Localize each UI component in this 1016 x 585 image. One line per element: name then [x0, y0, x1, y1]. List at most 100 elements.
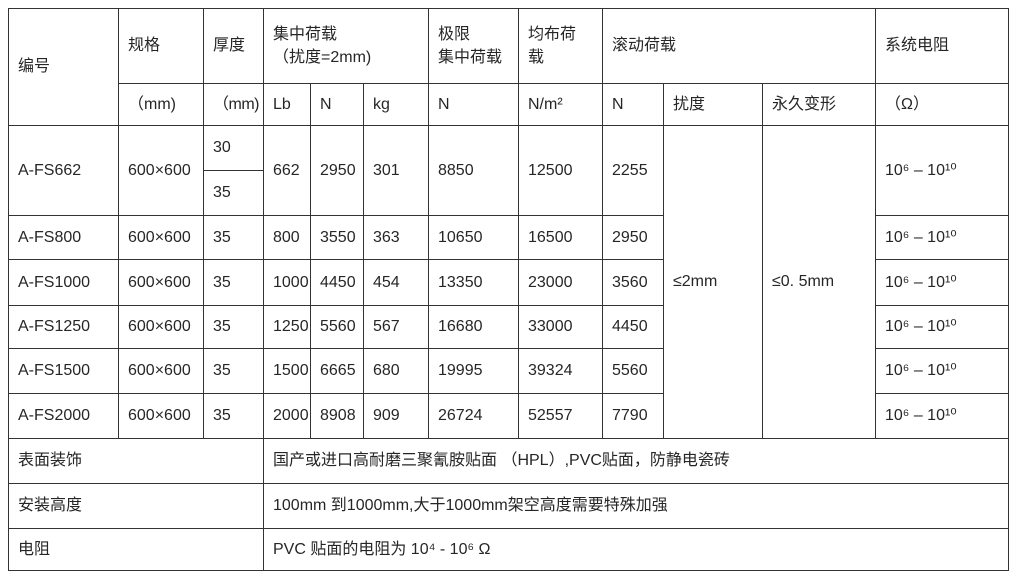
- cell-spec: 600×600: [118, 215, 204, 260]
- table-row-a-fs1500: A-FS1500 600×600 35 1500 6665 680 19995 …: [8, 348, 1009, 394]
- footer-value: PVC 贴面的电阻为 10⁴ - 10⁶ Ω: [263, 528, 1009, 571]
- cell-spec: 600×600: [118, 393, 204, 439]
- col-header-thickness: 厚度: [203, 8, 264, 84]
- cell-resistance: 10⁶ – 10¹⁰: [875, 259, 1009, 306]
- cell-resistance: 10⁶ – 10¹⁰: [875, 305, 1009, 349]
- table-row-a-fs1000: A-FS1000 600×600 35 1000 4450 454 13350 …: [8, 259, 1009, 306]
- cell-deflection-value: ≤2mm: [663, 125, 763, 439]
- cell-resistance: 10⁶ – 10¹⁰: [875, 125, 1009, 216]
- cell-ultimate: 8850: [428, 125, 519, 216]
- floor-spec-table: 编号 规格 厚度 集中荷载 （扰度=2mm) 极限 集中荷载 均布荷 载 滚动荷…: [8, 8, 1009, 571]
- footer-row-surface: 表面装饰 国产或进口高耐磨三聚氰胺贴面 （HPL）,PVC贴面，防静电瓷砖: [8, 438, 1009, 484]
- cell-lb: 1250: [263, 305, 311, 349]
- cell-id: A-FS1000: [8, 259, 119, 306]
- cell-ultimate: 13350: [428, 259, 519, 306]
- cell-id: A-FS800: [8, 215, 119, 260]
- cell-spec: 600×600: [118, 259, 204, 306]
- unit-n: N: [310, 83, 364, 126]
- cell-resistance: 10⁶ – 10¹⁰: [875, 215, 1009, 260]
- cell-thickness: 35: [203, 259, 264, 306]
- concentrated-load-line2: （扰度=2mm): [273, 49, 372, 66]
- ultimate-load-line2: 集中荷载: [438, 49, 503, 66]
- cell-kg: 301: [363, 125, 429, 216]
- col-header-rolling-load: 滚动荷载: [602, 8, 876, 84]
- uniform-load-line2: 载: [528, 49, 545, 66]
- cell-uniform: 23000: [518, 259, 603, 306]
- cell-kg: 363: [363, 215, 429, 260]
- cell-spec: 600×600: [118, 348, 204, 394]
- col-header-spec: 规格: [118, 8, 204, 84]
- cell-permanent-value: ≤0. 5mm: [762, 125, 876, 439]
- cell-id: A-FS1250: [8, 305, 119, 349]
- unit-kg: kg: [363, 83, 429, 126]
- cell-kg: 567: [363, 305, 429, 349]
- cell-spec: 600×600: [118, 125, 204, 216]
- cell-rolling-n: 7790: [602, 393, 664, 439]
- cell-rolling-n: 3560: [602, 259, 664, 306]
- cell-rolling-n: 4450: [602, 305, 664, 349]
- footer-value: 100mm 到1000mm,大于1000mm架空高度需要特殊加强: [263, 483, 1009, 529]
- cell-lb: 2000: [263, 393, 311, 439]
- footer-label: 表面装饰: [8, 438, 264, 484]
- table-row-a-fs662-thickness-b: 35: [9, 170, 1009, 216]
- cell-thickness: 35: [203, 215, 264, 260]
- unit-ultimate-n: N: [428, 83, 519, 126]
- cell-thickness-top: 30: [203, 125, 264, 171]
- col-header-uniform-load: 均布荷 载: [518, 8, 603, 84]
- col-header-ultimate-load: 极限 集中荷载: [428, 8, 519, 84]
- cell-n: 5560: [310, 305, 364, 349]
- cell-kg: 909: [363, 393, 429, 439]
- cell-kg: 680: [363, 348, 429, 394]
- cell-spec: 600×600: [118, 305, 204, 349]
- uniform-load-line1: 均布荷: [528, 25, 577, 43]
- footer-row-install-height: 安装高度 100mm 到1000mm,大于1000mm架空高度需要特殊加强: [8, 483, 1009, 529]
- cell-kg: 454: [363, 259, 429, 306]
- header-row-main: 编号 规格 厚度 集中荷载 （扰度=2mm) 极限 集中荷载 均布荷 载 滚动荷…: [8, 8, 1009, 126]
- cell-uniform: 39324: [518, 348, 603, 394]
- cell-lb: 662: [263, 125, 311, 216]
- cell-resistance: 10⁶ – 10¹⁰: [875, 393, 1009, 439]
- ultimate-load-line1: 极限: [438, 25, 471, 43]
- footer-row-resistance: 电阻 PVC 贴面的电阻为 10⁴ - 10⁶ Ω: [8, 528, 1009, 571]
- cell-ultimate: 16680: [428, 305, 519, 349]
- cell-thickness: 35: [203, 305, 264, 349]
- unit-lb: Lb: [263, 83, 311, 126]
- cell-thickness-bottom: 35: [203, 170, 264, 216]
- col-header-system-resistance: 系统电阻: [875, 8, 1009, 84]
- footer-value: 国产或进口高耐磨三聚氰胺贴面 （HPL）,PVC贴面，防静电瓷砖: [263, 438, 1009, 484]
- cell-ultimate: 26724: [428, 393, 519, 439]
- cell-n: 6665: [310, 348, 364, 394]
- cell-n: 3550: [310, 215, 364, 260]
- unit-resistance-ohm: （Ω）: [875, 83, 1009, 126]
- cell-lb: 1500: [263, 348, 311, 394]
- cell-resistance: 10⁶ – 10¹⁰: [875, 348, 1009, 394]
- header-row-units: （mm) （mm) Lb N kg N N/m² N 扰度 永久变形 （Ω）: [9, 83, 1009, 126]
- table-row-a-fs2000: A-FS2000 600×600 35 2000 8908 909 26724 …: [8, 393, 1009, 439]
- cell-rolling-n: 5560: [602, 348, 664, 394]
- cell-ultimate: 19995: [428, 348, 519, 394]
- unit-thickness-mm: （mm): [203, 83, 264, 126]
- cell-uniform: 12500: [518, 125, 603, 216]
- cell-uniform: 16500: [518, 215, 603, 260]
- footer-label: 安装高度: [8, 483, 264, 529]
- cell-n: 8908: [310, 393, 364, 439]
- cell-id: A-FS662: [8, 125, 119, 216]
- col-header-concentrated-load: 集中荷载 （扰度=2mm): [263, 8, 429, 84]
- cell-thickness: 35: [203, 393, 264, 439]
- cell-id: A-FS2000: [8, 393, 119, 439]
- table-row-a-fs1250: A-FS1250 600×600 35 1250 5560 567 16680 …: [8, 305, 1009, 349]
- cell-ultimate: 10650: [428, 215, 519, 260]
- cell-lb: 800: [263, 215, 311, 260]
- table-row-a-fs800: A-FS800 600×600 35 800 3550 363 10650 16…: [8, 215, 1009, 260]
- unit-uniform-nm2: N/m²: [518, 83, 603, 126]
- cell-thickness: 35: [203, 348, 264, 394]
- table-row-a-fs662: A-FS662 600×600 30 662 2950 301 8850 125…: [8, 125, 1009, 439]
- cell-rolling-n: 2950: [602, 215, 664, 260]
- col-header-permanent-deformation: 永久变形: [762, 83, 876, 126]
- cell-uniform: 52557: [518, 393, 603, 439]
- cell-id: A-FS1500: [8, 348, 119, 394]
- cell-n: 2950: [310, 125, 364, 216]
- unit-spec-mm: （mm): [118, 83, 204, 126]
- cell-n: 4450: [310, 259, 364, 306]
- col-header-id: 编号: [8, 8, 119, 126]
